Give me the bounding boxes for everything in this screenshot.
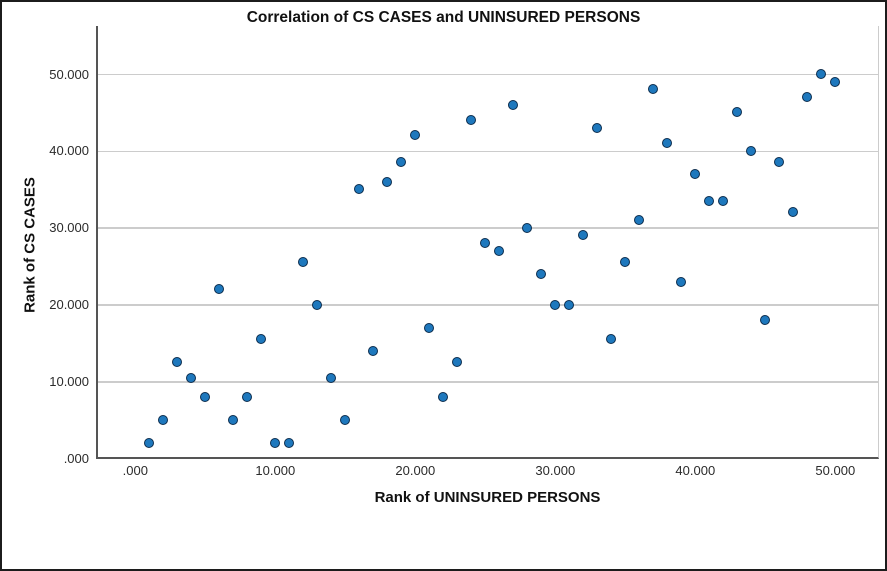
data-point [521, 222, 532, 233]
x-tick-label: 40.000 [675, 463, 716, 478]
data-point [563, 299, 574, 310]
data-point [395, 157, 406, 168]
data-point [255, 334, 266, 345]
y-tick-label: 10.000 [49, 373, 89, 389]
data-point [465, 115, 476, 126]
y-tick-label: 20.000 [49, 297, 89, 313]
data-point [339, 414, 350, 425]
horizontal-gridline [98, 73, 878, 76]
data-point [549, 299, 560, 310]
data-point [185, 372, 196, 383]
x-axis-title: Rank of UNINSURED PERSONS [374, 489, 601, 506]
data-point [619, 257, 630, 268]
data-point [787, 207, 798, 218]
horizontal-gridline [98, 150, 878, 153]
horizontal-gridline [98, 304, 878, 306]
data-point [577, 230, 588, 241]
data-point [507, 99, 518, 110]
data-point [703, 195, 714, 206]
data-point [157, 414, 168, 425]
data-point [479, 238, 490, 249]
x-tick-label: .000 [122, 463, 148, 478]
data-point [731, 107, 742, 118]
chart-title: Correlation of CS CASES and UNINSURED PE… [246, 9, 641, 26]
data-point [815, 69, 826, 79]
y-axis-title: Rank of CS CASES [21, 177, 39, 313]
data-point [353, 184, 364, 195]
data-point [493, 245, 504, 256]
y-tick-label: .000 [63, 450, 89, 466]
data-point [213, 284, 224, 295]
y-tick-label: 40.000 [49, 143, 89, 159]
data-point [269, 437, 280, 448]
data-point [241, 391, 252, 402]
data-point [311, 299, 322, 310]
data-point [773, 157, 784, 168]
data-point [227, 414, 238, 425]
data-point [717, 195, 728, 206]
plot-area [96, 26, 879, 459]
data-point [199, 391, 210, 402]
y-tick-label: 50.000 [49, 66, 89, 82]
horizontal-gridline [98, 381, 878, 383]
data-point [283, 437, 294, 448]
data-point [381, 176, 392, 187]
data-point [801, 92, 812, 103]
data-point [675, 276, 686, 287]
data-point [759, 314, 770, 325]
data-point [605, 334, 616, 345]
data-point [423, 322, 434, 333]
data-point [409, 130, 420, 141]
data-point [325, 372, 336, 383]
x-tick-label: 50.000 [815, 463, 856, 478]
data-point [829, 76, 840, 87]
data-point [297, 257, 308, 268]
data-point [745, 145, 756, 156]
y-tick-label: 30.000 [49, 220, 89, 236]
data-point [535, 268, 546, 279]
x-tick-label: 30.000 [535, 463, 576, 478]
data-point [661, 138, 672, 149]
x-tick-label: 20.000 [395, 463, 436, 478]
data-point [647, 84, 658, 95]
data-point [143, 437, 154, 448]
data-point [451, 357, 462, 368]
data-point [367, 345, 378, 356]
data-point [171, 357, 182, 368]
data-point [437, 391, 448, 402]
data-point [591, 122, 602, 133]
data-point [633, 215, 644, 226]
x-tick-label: 10.000 [255, 463, 296, 478]
data-point [689, 168, 700, 179]
horizontal-gridline [98, 227, 878, 229]
